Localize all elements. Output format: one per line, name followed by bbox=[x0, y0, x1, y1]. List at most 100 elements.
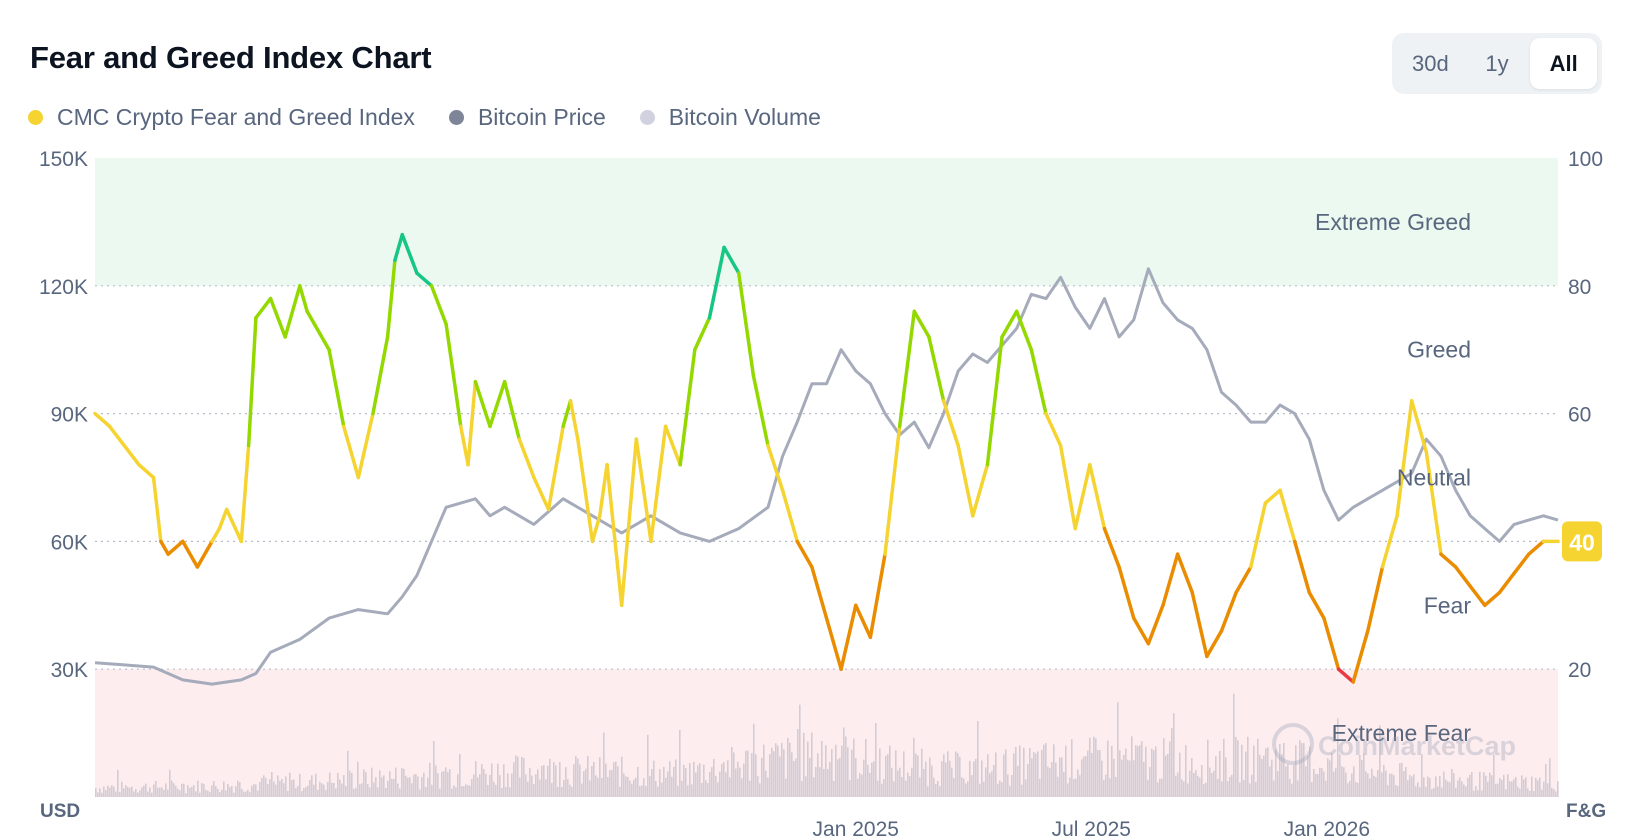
volume-bar bbox=[249, 792, 251, 797]
volume-bar bbox=[1125, 748, 1127, 797]
volume-bar bbox=[663, 766, 665, 797]
volume-bar bbox=[1389, 773, 1391, 797]
legend-item-fear-greed[interactable]: CMC Crypto Fear and Greed Index bbox=[28, 104, 415, 131]
volume-bar bbox=[847, 747, 849, 797]
volume-bar bbox=[1413, 774, 1415, 797]
volume-bar bbox=[1087, 750, 1089, 797]
volume-bar bbox=[1481, 790, 1483, 797]
legend-item-bitcoin-volume[interactable]: Bitcoin Volume bbox=[639, 104, 821, 131]
volume-bar bbox=[1269, 766, 1271, 797]
volume-bar bbox=[1377, 770, 1379, 797]
volume-bar bbox=[341, 783, 343, 797]
volume-bar bbox=[1251, 774, 1253, 797]
volume-bar bbox=[305, 787, 307, 797]
volume-bar bbox=[621, 756, 623, 797]
volume-bar bbox=[979, 783, 981, 797]
volume-bar bbox=[395, 767, 397, 797]
volume-bar bbox=[747, 750, 749, 797]
volume-bar bbox=[393, 778, 395, 797]
volume-bar bbox=[1221, 781, 1223, 797]
volume-bar bbox=[563, 780, 565, 797]
volume-bar bbox=[759, 783, 761, 797]
volume-bar bbox=[109, 787, 111, 797]
volume-bar bbox=[161, 787, 163, 797]
volume-bar bbox=[573, 764, 575, 797]
volume-bar bbox=[1095, 738, 1097, 797]
fear-greed-segment bbox=[854, 603, 873, 639]
volume-bar bbox=[471, 779, 473, 797]
volume-bar bbox=[1499, 778, 1501, 797]
volume-bar bbox=[257, 790, 259, 797]
volume-bar bbox=[505, 786, 507, 797]
volume-bar bbox=[1443, 771, 1445, 797]
volume-bar bbox=[313, 784, 315, 797]
volume-bar bbox=[619, 786, 621, 797]
fear-greed-segment bbox=[912, 309, 931, 339]
volume-bar bbox=[763, 744, 765, 797]
volume-bar bbox=[871, 762, 873, 797]
fear-greed-segment bbox=[254, 296, 273, 320]
volume-bar bbox=[453, 785, 455, 797]
volume-bar bbox=[1329, 760, 1331, 797]
volume-bar bbox=[1479, 771, 1481, 797]
volume-bar bbox=[285, 776, 287, 797]
volume-bar bbox=[1313, 768, 1315, 797]
volume-bar bbox=[781, 743, 783, 797]
volume-bar bbox=[1533, 791, 1535, 797]
volume-bar bbox=[939, 786, 941, 797]
volume-bar bbox=[1463, 784, 1465, 797]
volume-bar bbox=[349, 770, 351, 797]
volume-bar bbox=[1491, 775, 1493, 797]
volume-bar bbox=[783, 749, 785, 797]
volume-bar bbox=[1165, 755, 1167, 797]
legend-item-bitcoin-price[interactable]: Bitcoin Price bbox=[448, 104, 606, 131]
volume-bar bbox=[1041, 749, 1043, 797]
volume-bar bbox=[1423, 777, 1425, 797]
volume-bar bbox=[555, 765, 557, 797]
volume-bar bbox=[123, 788, 125, 797]
volume-bar bbox=[1207, 739, 1209, 797]
volume-bar bbox=[1265, 748, 1267, 797]
current-value-label: 40 bbox=[1569, 529, 1595, 555]
volume-bar bbox=[633, 779, 635, 797]
volume-bar bbox=[1235, 736, 1237, 797]
range-all-button[interactable]: All bbox=[1530, 38, 1598, 89]
volume-bar bbox=[363, 769, 365, 797]
volume-bar bbox=[551, 782, 553, 797]
volume-bar bbox=[1283, 742, 1285, 797]
volume-bar bbox=[1075, 778, 1077, 797]
volume-bar bbox=[995, 752, 997, 797]
volume-bar bbox=[815, 766, 817, 797]
volume-bar bbox=[703, 764, 705, 797]
volume-bar bbox=[419, 789, 421, 797]
fear-greed-segment bbox=[327, 347, 346, 429]
volume-bar bbox=[537, 769, 539, 797]
volume-bar bbox=[137, 792, 139, 797]
range-30d-button[interactable]: 30d bbox=[1411, 50, 1449, 76]
volume-bar bbox=[1513, 779, 1515, 797]
volume-bar bbox=[713, 759, 715, 797]
volume-bar bbox=[601, 777, 603, 797]
left-axis-unit: USD bbox=[40, 801, 80, 822]
volume-bar bbox=[587, 756, 589, 797]
volume-bar bbox=[1049, 768, 1051, 797]
range-1y-button[interactable]: 1y bbox=[1485, 50, 1509, 76]
volume-bar bbox=[723, 762, 725, 797]
volume-bar bbox=[829, 761, 831, 797]
volume-bar bbox=[843, 727, 845, 797]
volume-bar bbox=[773, 751, 775, 797]
volume-bar bbox=[853, 738, 855, 797]
volume-bar bbox=[125, 785, 127, 797]
x-axis-tick: Jan 2025 bbox=[813, 818, 899, 840]
volume-bar bbox=[1001, 782, 1003, 797]
left-axis-tick: 30K bbox=[51, 659, 88, 682]
volume-bar bbox=[389, 771, 391, 797]
volume-bar bbox=[205, 789, 207, 797]
fear-greed-segment bbox=[590, 514, 602, 544]
volume-bar bbox=[1439, 775, 1441, 797]
volume-bar bbox=[931, 765, 933, 797]
fear-greed-segment bbox=[1468, 584, 1487, 608]
volume-bar bbox=[1109, 778, 1111, 797]
volume-bar bbox=[841, 745, 843, 797]
